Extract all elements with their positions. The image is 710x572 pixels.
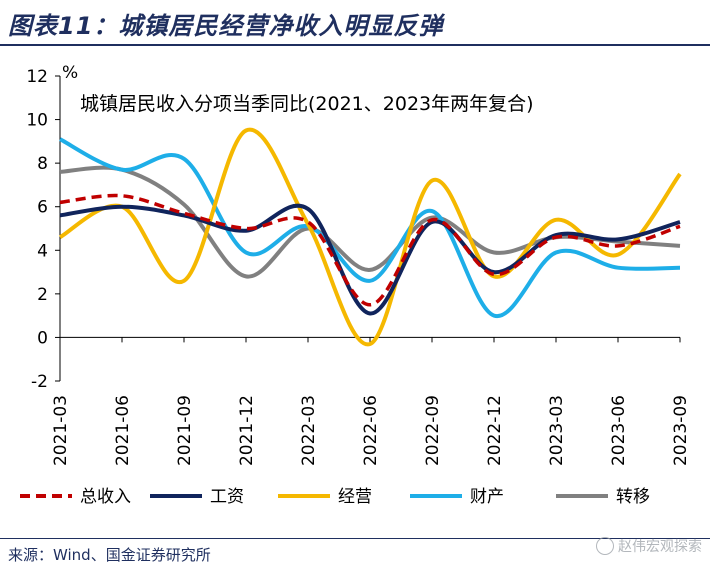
title-divider: [0, 44, 710, 46]
source-note: 来源：Wind、国金证券研究所: [8, 546, 211, 564]
y-tick-label: -2: [31, 372, 48, 392]
x-tick-label: 2021-09: [175, 395, 195, 466]
legend-label: 总收入: [80, 487, 131, 507]
y-tick-label: 6: [37, 198, 48, 218]
series-line-4: [59, 137, 681, 318]
figure-title: 图表11：城镇居民经营净收入明显反弹: [8, 12, 444, 40]
legend-label: 转移: [616, 487, 650, 507]
y-tick-label: 2: [37, 285, 48, 305]
x-tick-label: 2021-03: [51, 395, 71, 466]
legend-label: 财产: [470, 487, 504, 507]
y-tick-label: 12: [26, 67, 48, 87]
watermark: 赵伟宏观探索: [596, 536, 702, 556]
series-line-2: [59, 203, 681, 316]
line-chart: -2 0 2 4 6 8 10 12 2021-03 2021-06 2021-09 2021-12 2…: [20, 63, 691, 507]
x-tick-label: 2022-03: [299, 395, 319, 466]
y-tick-label: 10: [26, 111, 48, 131]
x-tick-label: 2023-09: [671, 395, 691, 466]
legend-label: 经营: [338, 487, 372, 507]
y-tick-label: 0: [37, 328, 48, 348]
series-line-3: [58, 127, 682, 347]
x-tick-label: 2023-03: [547, 395, 567, 466]
x-tick-label: 2021-06: [113, 395, 133, 466]
series-lines: [58, 127, 682, 347]
y-axis-unit-label: %: [62, 63, 78, 83]
footer-divider: [0, 538, 710, 539]
legend-label: 工资: [210, 487, 244, 507]
y-tick-label: 8: [37, 154, 48, 174]
x-tick-label: 2023-06: [609, 395, 629, 466]
axes: -2 0 2 4 6 8 10 12 2021-03 2021-06 2021-09 2021-12 2…: [26, 67, 691, 466]
series-line-1: [59, 193, 681, 307]
x-tick-label: 2022-06: [361, 395, 381, 466]
legend: 总收入 工资 经营 财产 转移: [20, 487, 650, 507]
wechat-icon: [596, 537, 614, 555]
x-tick-label: 2022-12: [485, 395, 505, 466]
x-tick-label: 2021-12: [237, 395, 257, 466]
watermark-text: 赵伟宏观探索: [618, 539, 702, 555]
x-tick-label: 2022-09: [423, 395, 443, 466]
series-line-5: [59, 165, 681, 279]
chart-title: 城镇居民收入分项当季同比(2021、2023年两年复合): [80, 93, 534, 115]
y-tick-label: 4: [37, 241, 48, 261]
